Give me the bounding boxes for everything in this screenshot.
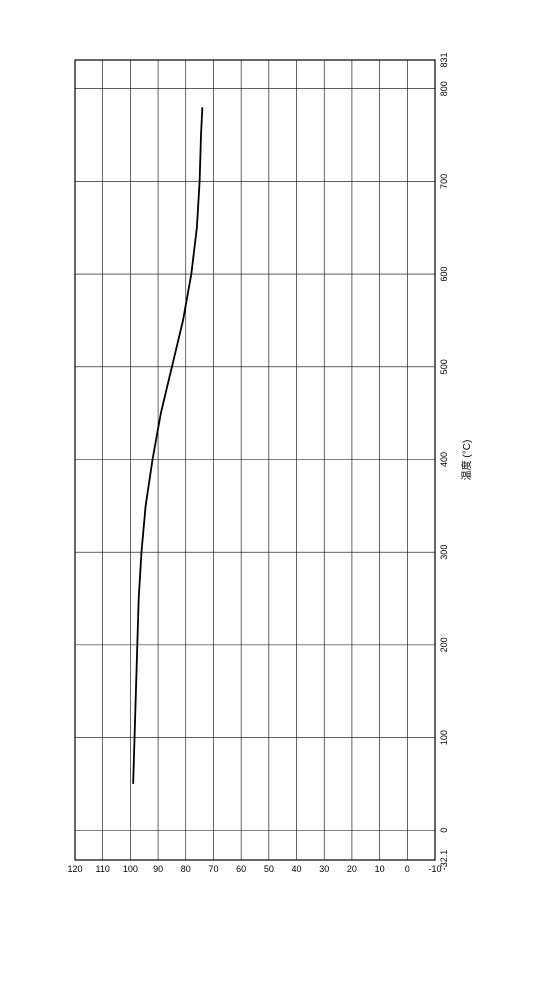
temp-tick-label: 600: [439, 267, 449, 282]
wt-tick-label: 90: [153, 864, 163, 874]
x-axis-title: 温度 (°C): [460, 440, 473, 481]
tga-chart-svg: -100102030405060708090100110120010020030…: [50, 50, 490, 890]
temp-tick-label: 400: [439, 452, 449, 467]
wt-tick-label: 100: [123, 864, 138, 874]
temp-end-lo: -32.1: [439, 850, 449, 871]
wt-tick-label: 50: [264, 864, 274, 874]
temp-tick-label: 200: [439, 637, 449, 652]
temp-tick-label: 700: [439, 174, 449, 189]
temp-tick-label: 300: [439, 545, 449, 560]
temp-tick-label: 100: [439, 730, 449, 745]
tga-chart-container: -100102030405060708090100110120010020030…: [50, 50, 490, 890]
wt-tick-label: 120: [67, 864, 82, 874]
temp-tick-label: 500: [439, 359, 449, 374]
wt-tick-label: 70: [208, 864, 218, 874]
temp-end-hi: 831: [439, 52, 449, 67]
wt-tick-label: 80: [181, 864, 191, 874]
page: -100102030405060708090100110120010020030…: [0, 0, 539, 1000]
temp-tick-label: 800: [439, 81, 449, 96]
wt-tick-label: 30: [319, 864, 329, 874]
wt-tick-label: 110: [96, 864, 110, 874]
wt-tick-label: 40: [292, 864, 302, 874]
wt-tick-label: 60: [236, 864, 246, 874]
wt-tick-label: 0: [405, 864, 410, 874]
temp-tick-label: 0: [439, 828, 449, 833]
wt-tick-label: 20: [347, 864, 357, 874]
wt-tick-label: 10: [375, 864, 385, 874]
